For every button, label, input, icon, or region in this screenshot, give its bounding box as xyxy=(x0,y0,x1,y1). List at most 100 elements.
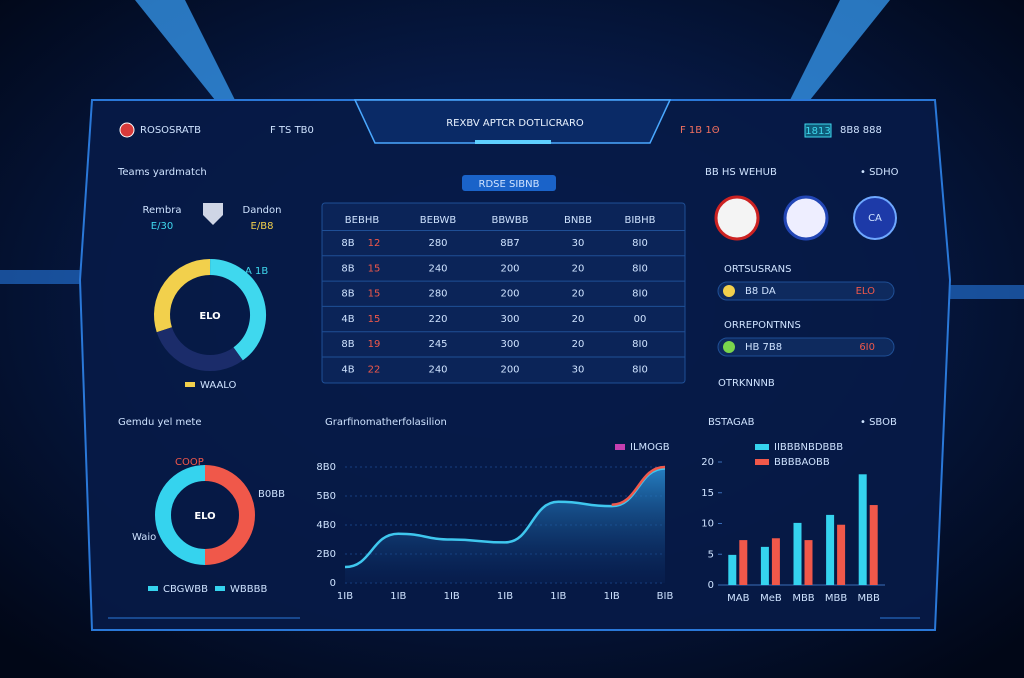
table-header: BIBHB xyxy=(624,215,655,226)
legend-swatch xyxy=(755,444,769,450)
donut-legend: WBBBB xyxy=(230,584,267,595)
badge: 1813 xyxy=(805,126,830,137)
legend-swatch xyxy=(215,586,225,591)
table-cell: 240 xyxy=(428,365,447,376)
side-light xyxy=(0,270,80,284)
table-cell: 8B xyxy=(341,263,354,274)
table-cell: 200 xyxy=(500,263,519,274)
table-cell: 15 xyxy=(368,289,381,300)
bar xyxy=(869,505,878,585)
bar xyxy=(739,540,748,585)
team-elo: E/B8 xyxy=(251,221,274,232)
x-tick-label: MBB xyxy=(858,593,880,604)
logo xyxy=(119,122,135,138)
table-cell: 220 xyxy=(428,314,447,325)
row-icon xyxy=(723,341,735,353)
table-cell: 20 xyxy=(572,263,585,274)
y-tick-label: 0 xyxy=(708,580,714,591)
tab-label: RDSE SIBNB xyxy=(479,179,540,190)
logo-label: CA xyxy=(868,213,882,224)
table-cell: 8I0 xyxy=(632,339,648,350)
y-tick-label: 20 xyxy=(701,457,714,468)
donut-center: ELO xyxy=(194,511,215,522)
table-cell: 20 xyxy=(572,314,585,325)
table-cell: 15 xyxy=(368,314,381,325)
x-tick-label: 1IB xyxy=(550,591,566,602)
legend-label: IIBBBNBDBBB xyxy=(774,442,843,453)
panel-more: • SDHO xyxy=(860,167,899,178)
tab-pill xyxy=(462,175,556,191)
row-icon xyxy=(723,285,735,297)
y-tick-label: 0 xyxy=(330,578,336,589)
table-cell: 8B xyxy=(341,289,354,300)
donut-legend: WAALO xyxy=(200,380,237,391)
table-cell: 8B xyxy=(341,238,354,249)
badge-box xyxy=(804,123,832,138)
table-cell: 19 xyxy=(368,339,381,350)
row-sub: ORREPONTNNS xyxy=(724,320,801,331)
panel-title: Gemdu yel mete xyxy=(118,417,202,428)
table-cell: 8I0 xyxy=(632,365,648,376)
x-tick-label: 1IB xyxy=(497,591,513,602)
x-tick-label: 1IB xyxy=(444,591,460,602)
legend-swatch xyxy=(615,444,625,450)
light-beam xyxy=(790,0,890,100)
bar xyxy=(760,546,769,585)
team-name: Dandon xyxy=(243,205,282,216)
x-tick-label: 1IB xyxy=(604,591,620,602)
chart-title: Grarfinomatherfolasilion xyxy=(325,417,447,428)
x-tick-label: MBB xyxy=(825,593,847,604)
team-logo xyxy=(783,195,829,241)
x-tick-label: MBB xyxy=(792,593,814,604)
logo-text: ROSOSRATB xyxy=(140,125,201,136)
table-cell: 00 xyxy=(634,314,647,325)
y-tick-label: 15 xyxy=(701,488,714,499)
table-cell: 8I0 xyxy=(632,289,648,300)
bar xyxy=(826,514,835,585)
table-cell: 200 xyxy=(500,365,519,376)
table-cell: 30 xyxy=(572,238,585,249)
donut-segment xyxy=(204,465,255,565)
donut-segment xyxy=(155,465,206,565)
y-tick-label: 2B0 xyxy=(316,549,336,560)
x-tick-label: 1IB xyxy=(390,591,406,602)
donut-legend: CBGWBB xyxy=(163,584,208,595)
y-tick-label: 5B0 xyxy=(316,491,336,502)
table-cell: 8I0 xyxy=(632,263,648,274)
side-light xyxy=(950,285,1024,299)
bar xyxy=(771,538,780,585)
table-cell: 22 xyxy=(368,365,381,376)
bar xyxy=(837,524,846,585)
line xyxy=(611,465,666,506)
line-area xyxy=(345,468,665,583)
donut-segment xyxy=(156,326,243,371)
panel-title: BB HS WEHUB xyxy=(705,167,777,178)
header-more: 8B8 888 xyxy=(840,125,882,136)
chart-title: BSTAGAB xyxy=(708,417,755,428)
table-cell: 300 xyxy=(500,339,519,350)
y-tick-label: 5 xyxy=(708,549,714,560)
team-logo xyxy=(853,196,897,240)
line xyxy=(344,467,666,569)
team-icon xyxy=(203,203,223,225)
table-cell: 4B xyxy=(341,314,354,325)
x-tick-label: MeB xyxy=(760,593,782,604)
table-cell: 20 xyxy=(572,339,585,350)
donut-tag: A 1B xyxy=(245,266,268,277)
chart-legend: ILMOGB xyxy=(630,442,670,453)
panel-more: • SBOB xyxy=(860,417,897,428)
table-header: BEBHB xyxy=(345,215,380,226)
team-logo xyxy=(714,195,760,241)
donut-center: ELO xyxy=(199,311,220,322)
table-cell: 8I0 xyxy=(632,238,648,249)
y-tick-label: 8B0 xyxy=(316,462,336,473)
legend-swatch xyxy=(185,382,195,387)
table-cell: 300 xyxy=(500,314,519,325)
table-cell: 280 xyxy=(428,238,447,249)
row-bar xyxy=(717,337,895,357)
table-cell: 30 xyxy=(572,365,585,376)
row-name: B8 DA xyxy=(745,286,776,297)
table-cell: 8B7 xyxy=(500,238,520,249)
